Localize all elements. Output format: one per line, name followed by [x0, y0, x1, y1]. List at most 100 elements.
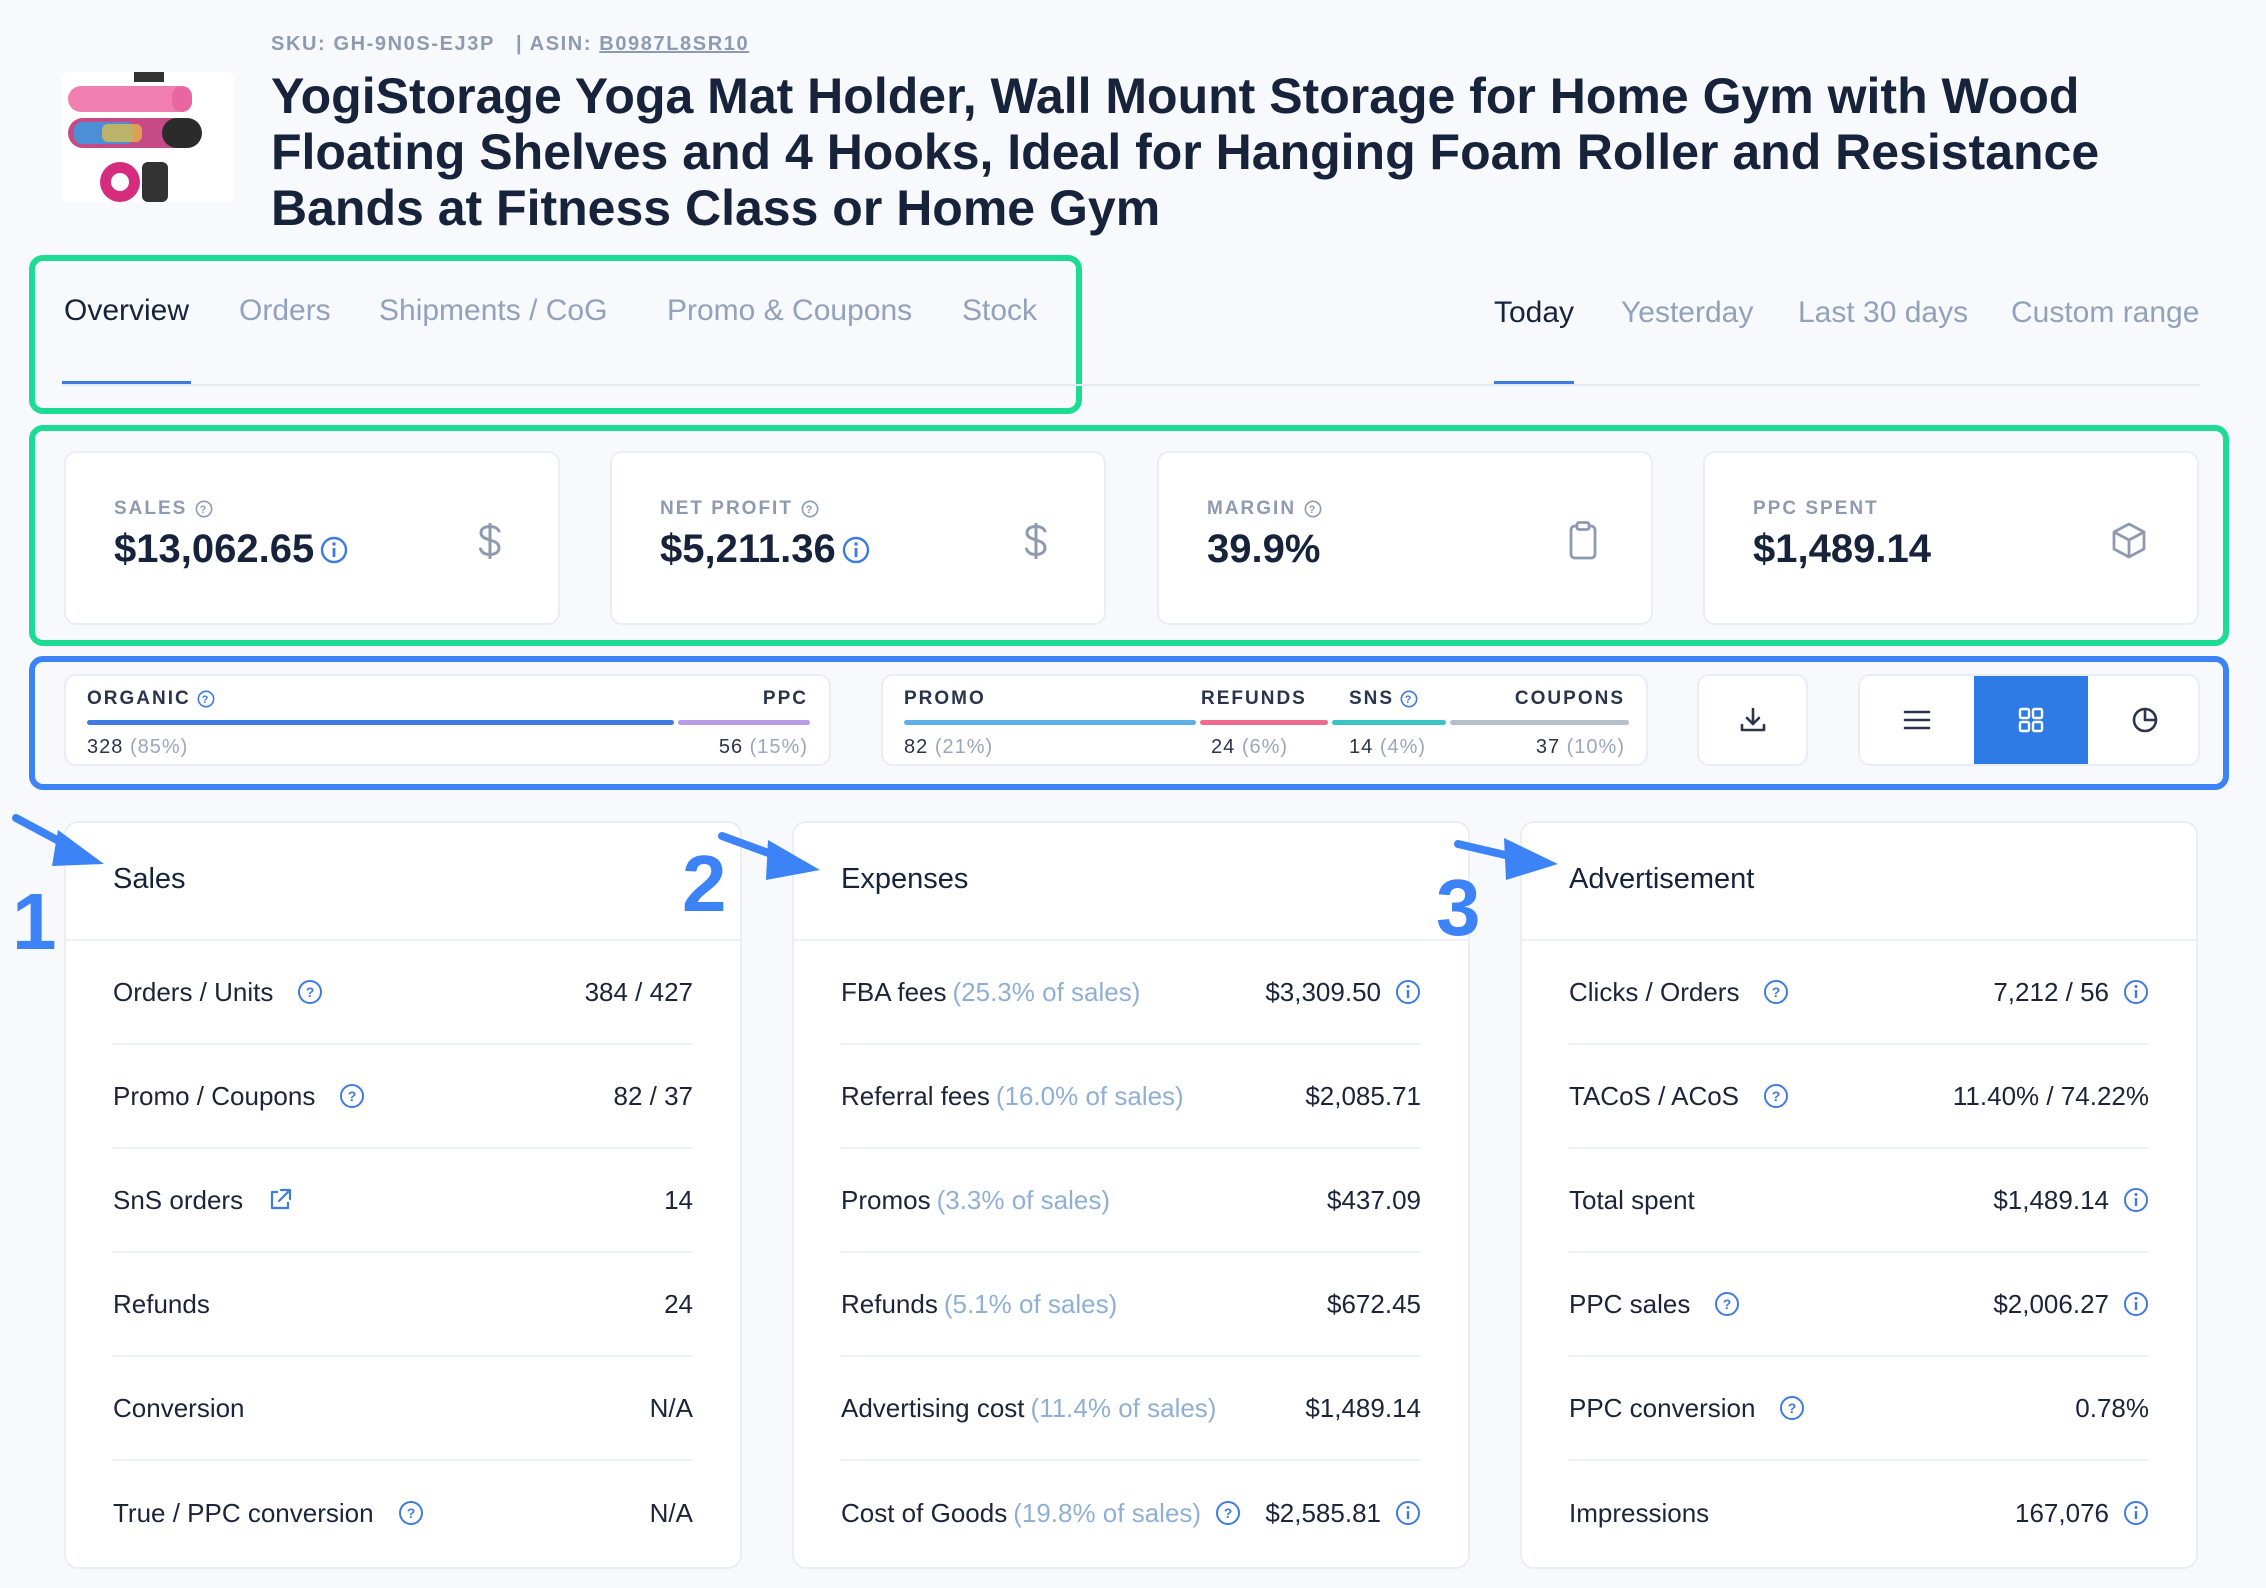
grid-view-button[interactable] [1974, 676, 2088, 764]
sales-panel-title: Sales [113, 863, 186, 895]
row-label: PPC conversion [1569, 1392, 1756, 1423]
kpi-value-text: $1,489.14 [1753, 527, 1931, 571]
row-value: $2,006.27 [1993, 1288, 2109, 1319]
expenses-row-cost-of-goods: Cost of Goods (19.8% of sales) ? $2,585.8… [841, 1461, 1421, 1565]
range-today[interactable]: Today [1494, 296, 1575, 329]
row-label: Promo / Coupons [113, 1080, 316, 1111]
row-value: 167,076 [2015, 1497, 2109, 1528]
range-yesterday[interactable]: Yesterday [1621, 296, 1754, 329]
help-icon[interactable]: ? [1215, 1500, 1241, 1526]
kpi-value: 39.9% [1207, 527, 1320, 572]
help-icon[interactable]: ? [1779, 1395, 1805, 1421]
info-icon[interactable] [2123, 1500, 2149, 1526]
tab-promo-coupons[interactable]: Promo & Coupons [667, 294, 913, 327]
row-label: True / PPC conversion [113, 1497, 374, 1528]
row-label: Total spent [1569, 1184, 1695, 1215]
annotation-number-3: 3 [1436, 863, 1481, 952]
expenses-row-refunds: Refunds (5.1% of sales) $672.45 [841, 1253, 1421, 1357]
row-label: Advertising cost [841, 1392, 1025, 1423]
sns-count-value: 14 [1349, 736, 1374, 758]
coupons-count-value: 37 [1535, 736, 1561, 758]
kpi-label: MARGIN ? [1207, 498, 1322, 520]
chart-view-button[interactable] [2088, 676, 2198, 764]
sku-asin-line: SKU: GH-9N0S-EJ3P | ASIN: B0987L8SR10 [271, 33, 749, 56]
yoga-mat-image [62, 72, 234, 202]
annotation-arrow-1 [12, 814, 104, 866]
promo-count-pct: (21%) [934, 736, 994, 758]
coupons-count-pct: (10%) [1566, 736, 1625, 758]
ppc-label: PPC [762, 688, 808, 709]
view-toggle-group [1858, 674, 2200, 766]
help-icon[interactable]: ? [801, 500, 819, 518]
download-button[interactable] [1697, 674, 1808, 766]
info-icon[interactable] [1395, 979, 1421, 1005]
expenses-row-fba-fees: FBA fees (25.3% of sales) $3,309.50 [841, 941, 1421, 1045]
info-icon[interactable] [2123, 1187, 2149, 1213]
help-icon[interactable]: ? [398, 1500, 424, 1526]
expenses-panel: Expenses FBA fees (25.3% of sales) $3,309… [792, 821, 1470, 1569]
organic-label-text: ORGANIC [87, 688, 191, 709]
svg-text:?: ? [1224, 1505, 1233, 1521]
help-icon[interactable]: ? [1714, 1291, 1740, 1317]
expenses-row-referral-fees: Referral fees (16.0% of sales) $2,085.71 [841, 1045, 1421, 1149]
ad-row-impressions: Impressions 167,076 [1569, 1461, 2149, 1565]
active-tab-indicator [62, 381, 191, 384]
svg-text:?: ? [1309, 504, 1317, 516]
kpi-label-text: MARGIN [1207, 498, 1297, 519]
ppc-count-pct: (15%) [749, 736, 808, 758]
info-icon[interactable] [842, 536, 870, 564]
row-value: $1,489.14 [1305, 1392, 1421, 1423]
promo-count: 82 (21%) [904, 736, 993, 759]
coupons-count: 37 (10%) [1536, 736, 1625, 759]
row-value: $2,085.71 [1305, 1080, 1421, 1111]
help-icon[interactable]: ? [197, 690, 215, 708]
help-icon[interactable]: ? [339, 1083, 365, 1109]
row-label: SnS orders [113, 1184, 244, 1215]
row-label: Referral fees [841, 1080, 990, 1111]
active-range-indicator [1494, 381, 1574, 384]
asin-link[interactable]: B0987L8SR10 [599, 33, 750, 55]
info-icon[interactable] [320, 536, 348, 564]
row-label: Cost of Goods [841, 1497, 1008, 1528]
tab-orders[interactable]: Orders [239, 294, 331, 327]
range-last-30-days[interactable]: Last 30 days [1798, 296, 1969, 329]
sales-panel: Sales Orders / Units ? 384 / 427 Promo /… [64, 821, 742, 1569]
row-label: Conversion [113, 1392, 245, 1423]
tab-shipments-cog[interactable]: Shipments / CoG [379, 294, 608, 327]
svg-text:?: ? [1772, 1088, 1781, 1104]
product-title: YogiStorage Yoga Mat Holder, Wall Mount … [271, 68, 2100, 236]
coupons-segment [1450, 720, 1629, 725]
list-view-button[interactable] [1860, 676, 1974, 764]
help-icon[interactable]: ? [297, 979, 323, 1005]
help-icon[interactable]: ? [1304, 500, 1322, 518]
organic-segment [87, 720, 674, 725]
pie-chart-icon [2132, 707, 2158, 733]
kpi-value-text: 39.9% [1207, 527, 1321, 571]
help-icon[interactable]: ? [1763, 1083, 1789, 1109]
sales-row-sns-orders: SnS orders 14 [113, 1149, 693, 1253]
help-icon[interactable]: ? [1763, 979, 1789, 1005]
range-custom[interactable]: Custom range [2011, 296, 2200, 329]
tab-stock[interactable]: Stock [962, 294, 1038, 327]
ad-row-tacos-acos: TACoS / ACoS ? 11.40% / 74.22% [1569, 1045, 2149, 1149]
tab-overview[interactable]: Overview [64, 294, 190, 327]
info-icon[interactable] [2123, 1291, 2149, 1317]
kpi-card-margin: MARGIN ? 39.9% [1157, 451, 1653, 625]
svg-text:?: ? [1723, 1296, 1732, 1312]
kpi-label: NET PROFIT ? [660, 498, 819, 520]
kpi-card-net-profit: NET PROFIT ? $5,211.36 [610, 451, 1106, 625]
row-note: (3.3% of sales) [936, 1184, 1110, 1215]
grid-icon [2018, 707, 2044, 733]
help-icon[interactable]: ? [195, 500, 213, 518]
help-icon[interactable]: ? [1400, 690, 1418, 708]
row-value: $672.45 [1327, 1288, 1421, 1319]
row-note: (16.0% of sales) [995, 1080, 1184, 1111]
kpi-card-sales: SALES ? $13,062.65 [64, 451, 560, 625]
info-icon[interactable] [1395, 1500, 1421, 1526]
info-icon[interactable] [2123, 979, 2149, 1005]
promo-segment [904, 720, 1196, 725]
svg-text:?: ? [1405, 694, 1413, 706]
row-note: (11.4% of sales) [1030, 1392, 1217, 1423]
row-value: $1,489.14 [1993, 1184, 2109, 1215]
external-link-icon[interactable] [267, 1187, 293, 1213]
